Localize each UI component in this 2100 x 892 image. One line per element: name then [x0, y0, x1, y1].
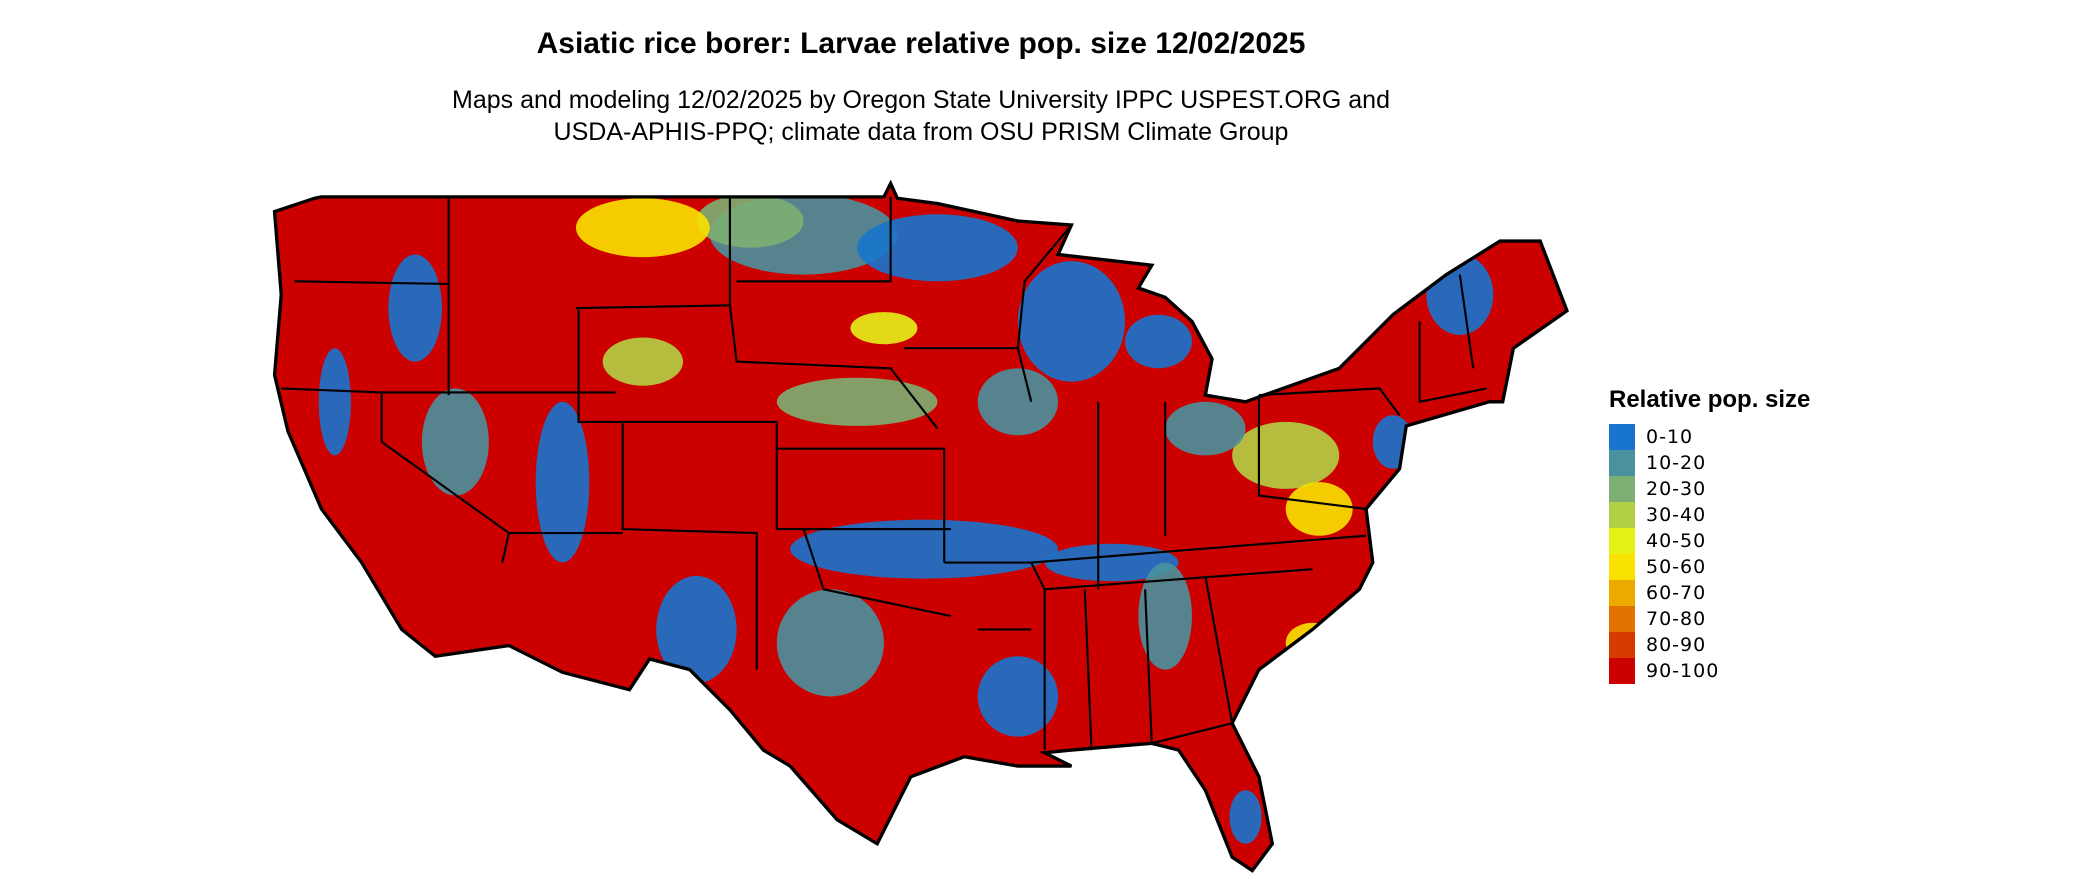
legend-entry: 30-40	[1609, 502, 1810, 528]
legend-label: 10-20	[1646, 452, 1707, 474]
legend-label: 20-30	[1646, 478, 1707, 500]
population-patch	[318, 348, 351, 456]
legend-entry: 90-100	[1609, 658, 1810, 684]
population-raster	[274, 183, 1567, 871]
population-patch	[602, 337, 684, 386]
population-patch	[977, 368, 1059, 436]
population-patch	[1232, 421, 1340, 489]
map-subtitle-line-2: USDA-APHIS-PPQ; climate data from OSU PR…	[553, 118, 1289, 146]
legend-label: 0-10	[1646, 426, 1694, 448]
legend-label: 30-40	[1646, 504, 1707, 526]
legend-label: 80-90	[1646, 634, 1707, 656]
population-patch	[1372, 415, 1413, 469]
population-patch	[1138, 562, 1192, 670]
population-patch	[575, 198, 710, 258]
population-patch	[1165, 401, 1246, 456]
legend-swatch	[1609, 554, 1635, 580]
legend-entry: 80-90	[1609, 632, 1810, 658]
legend-label: 50-60	[1646, 556, 1707, 578]
legend-swatch	[1609, 632, 1635, 658]
legend-entry: 40-50	[1609, 528, 1810, 554]
state-borders	[281, 196, 1487, 751]
population-patch	[790, 519, 1059, 579]
map-subtitle-line-1: Maps and modeling 12/02/2025 by Oregon S…	[452, 86, 1390, 114]
legend-entry: 70-80	[1609, 606, 1810, 632]
population-patch	[696, 194, 804, 248]
population-patch	[388, 254, 442, 362]
legend-swatch	[1609, 450, 1635, 476]
legend-swatch	[1609, 476, 1635, 502]
legend-label: 90-100	[1646, 660, 1720, 682]
legend-swatch	[1609, 502, 1635, 528]
legend-label: 40-50	[1646, 530, 1707, 552]
map-title: Asiatic rice borer: Larvae relative pop.…	[536, 27, 1306, 60]
legend-swatch	[1609, 658, 1635, 684]
population-patch	[776, 377, 938, 426]
legend-label: 70-80	[1646, 608, 1707, 630]
population-patch	[1125, 314, 1192, 369]
legend-entry: 20-30	[1609, 476, 1810, 502]
population-patch	[656, 575, 737, 684]
population-patch	[535, 401, 590, 563]
legend-label: 60-70	[1646, 582, 1707, 604]
population-patch	[930, 763, 998, 844]
population-patch	[977, 656, 1059, 737]
population-patch	[776, 589, 884, 697]
population-patch	[1017, 261, 1125, 382]
legend-entry: 50-60	[1609, 554, 1810, 580]
population-patch	[1229, 790, 1262, 844]
legend: Relative pop. size 0-10 10-20 20-30 30-40 40…	[1609, 386, 1810, 684]
legend-swatch	[1609, 606, 1635, 632]
legend-swatch	[1609, 528, 1635, 554]
legend-entry: 60-70	[1609, 580, 1810, 606]
population-patch	[421, 388, 489, 496]
population-patch	[857, 214, 1018, 282]
legend-entry: 0-10	[1609, 424, 1810, 450]
population-patch	[1285, 482, 1353, 536]
legend-title: Relative pop. size	[1609, 386, 1811, 413]
legend-entry: 10-20	[1609, 450, 1810, 476]
legend-swatch	[1609, 580, 1635, 606]
legend-swatch	[1609, 424, 1635, 450]
population-patch	[850, 312, 918, 345]
